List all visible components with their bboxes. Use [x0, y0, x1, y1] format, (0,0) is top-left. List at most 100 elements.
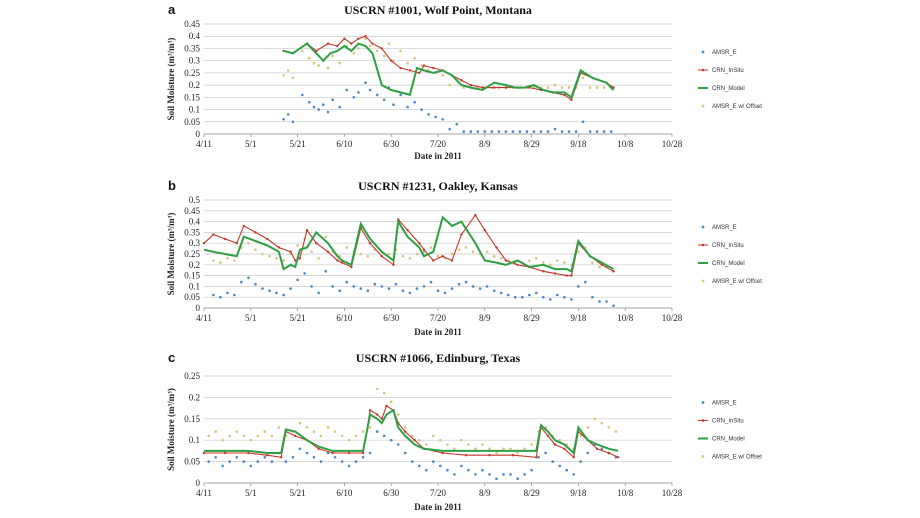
data-point [308, 100, 311, 104]
data-point [396, 413, 400, 416]
data-point [282, 74, 285, 77]
y-tick-label: 0.3 [189, 238, 201, 248]
data-point [343, 37, 346, 40]
data-point [223, 237, 227, 241]
data-point [347, 451, 351, 455]
data-point [448, 127, 452, 131]
data-point [553, 127, 557, 131]
series-line [204, 405, 619, 459]
data-point [375, 93, 379, 97]
data-point [478, 287, 482, 290]
data-point [523, 473, 526, 476]
y-tick-label: 0.1 [189, 281, 200, 291]
y-tick-label: 0.4 [189, 31, 201, 41]
data-point [263, 430, 267, 433]
data-point [319, 434, 323, 438]
data-point [317, 64, 321, 67]
data-point [298, 257, 302, 260]
series-amsr-e [282, 81, 613, 133]
data-point [427, 113, 430, 116]
data-point [413, 100, 416, 104]
legend-marker [701, 68, 705, 72]
data-point [535, 456, 538, 459]
data-point [261, 252, 264, 256]
x-tick-label: 6/30 [383, 313, 400, 323]
series-amsr-e-w-offset [207, 387, 618, 455]
data-point [542, 261, 545, 264]
data-point [422, 64, 426, 67]
y-tick-label: 0.2 [189, 80, 200, 90]
data-point [317, 291, 321, 295]
data-point [308, 56, 311, 60]
data-point [586, 451, 590, 455]
data-point [595, 86, 599, 89]
data-point [518, 130, 522, 133]
data-point [326, 42, 330, 45]
data-point [565, 274, 568, 277]
data-point [425, 468, 428, 472]
data-point [614, 430, 618, 433]
x-tick-label: 4/11 [196, 488, 212, 498]
data-point [202, 242, 206, 245]
data-point [516, 451, 519, 455]
data-point [567, 86, 571, 89]
data-point [298, 421, 302, 425]
data-point [207, 434, 210, 438]
data-point [502, 473, 505, 476]
data-point [368, 451, 372, 455]
data-point [476, 130, 480, 133]
data-point [432, 460, 435, 463]
data-point [254, 248, 257, 251]
data-point [457, 248, 461, 251]
data-point [317, 447, 320, 450]
legend-entry: CRN_InSitu [712, 243, 744, 249]
data-point [504, 259, 508, 262]
data-point [513, 295, 517, 299]
data-point [408, 291, 412, 295]
y-tick-label: 0.45 [184, 19, 200, 29]
series-line [203, 215, 614, 273]
data-point [586, 426, 590, 429]
data-point [382, 98, 386, 102]
data-point [495, 451, 498, 455]
x-tick-label: 8/9 [479, 313, 491, 323]
y-tick-label: 0.2 [189, 392, 200, 402]
data-point [324, 270, 328, 273]
data-point [294, 434, 297, 438]
data-point [368, 88, 372, 92]
data-point [563, 447, 566, 450]
data-point [212, 233, 215, 236]
data-point [268, 289, 271, 293]
x-tick-label: 6/10 [336, 139, 353, 149]
data-point [380, 417, 383, 420]
data-point [291, 456, 295, 459]
data-point [340, 434, 344, 438]
data-point [422, 248, 426, 251]
y-tick-label: 0 [196, 478, 201, 488]
data-point [516, 477, 519, 481]
data-point [546, 434, 550, 438]
data-point [382, 54, 386, 58]
data-point [574, 130, 578, 133]
data-point [450, 259, 454, 262]
data-point [464, 454, 468, 457]
data-point [340, 460, 344, 463]
data-point [600, 263, 603, 266]
data-point [361, 456, 365, 459]
data-point [464, 246, 468, 249]
series-amsr-e-w-offset [212, 235, 615, 273]
data-point [535, 257, 538, 260]
series-crn-insitu [282, 35, 615, 102]
data-point [291, 120, 295, 124]
data-point [282, 259, 285, 262]
data-point [331, 285, 335, 288]
data-point [298, 447, 302, 451]
data-point [457, 282, 461, 286]
x-axis-label: Date in 2011 [414, 502, 462, 512]
data-point [399, 49, 402, 53]
data-point [317, 108, 321, 111]
data-point [504, 86, 508, 89]
data-point [403, 451, 407, 455]
data-point [375, 387, 379, 391]
data-point [495, 477, 498, 481]
